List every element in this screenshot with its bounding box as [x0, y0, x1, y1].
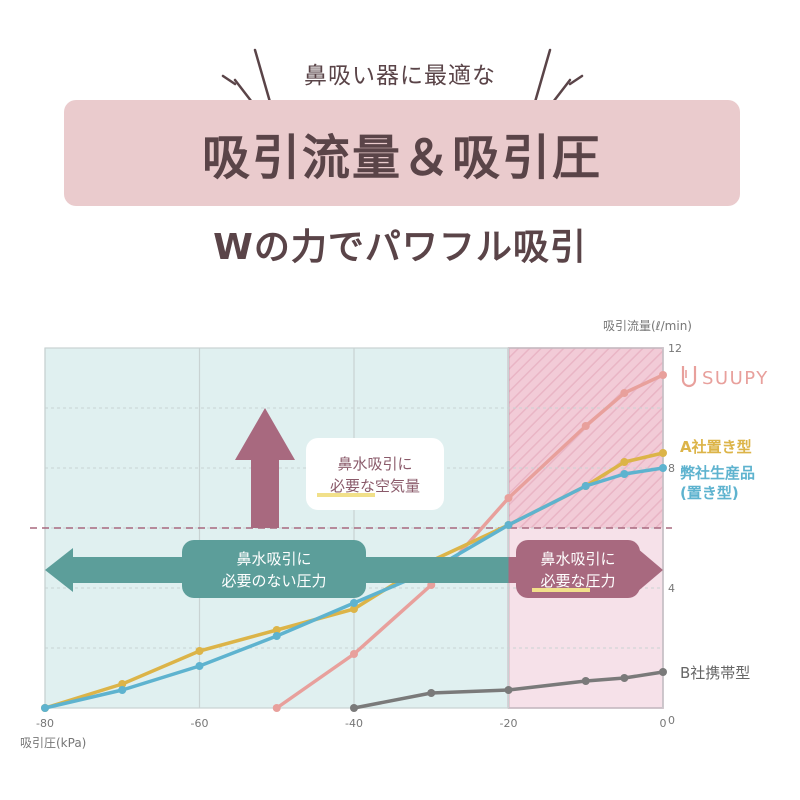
series-point-2	[272, 632, 281, 640]
series-point-2	[620, 470, 629, 478]
series-point-1	[118, 680, 127, 688]
tagline: Wの力でパワフル吸引	[213, 227, 587, 268]
series-label-own-line-0: 弊社生産品	[680, 464, 755, 482]
arrow-right-head	[637, 548, 663, 592]
x-tick-label: -60	[191, 717, 209, 730]
up-annotation-box-underline	[317, 493, 375, 497]
series-point-2	[581, 482, 590, 490]
series-label-b: B社携帯型	[680, 664, 750, 682]
flow-highlight-hatch	[508, 348, 663, 528]
series-point-2	[350, 599, 358, 607]
series-point-1	[195, 647, 204, 655]
y-axis-label: 吸引流量(ℓ/min)	[603, 319, 692, 333]
arrow-up-shaft	[251, 458, 279, 528]
series-point-3	[620, 674, 629, 682]
right-annotation-box-line-0: 鼻水吸引に	[540, 550, 615, 568]
right-annotation-box-bg	[516, 540, 640, 598]
left-annotation-box-line-0: 鼻水吸引に	[236, 550, 311, 568]
y-tick-label: 12	[668, 342, 682, 355]
series-point-0	[350, 650, 358, 658]
series-point-2	[41, 704, 49, 712]
arrow-up-head	[235, 408, 295, 460]
series-point-0	[620, 389, 629, 397]
series-point-1	[272, 626, 281, 634]
series-point-1	[659, 449, 667, 457]
series-label-own-line-1: (置き型)	[680, 484, 739, 502]
suupy-logo-icon	[681, 366, 697, 388]
series-point-3	[581, 677, 590, 685]
y-tick-label: 8	[668, 462, 675, 475]
x-tick-label: 0	[660, 717, 667, 730]
right-annotation-box-line-1: 必要な圧力	[540, 572, 615, 590]
series-point-3	[504, 686, 513, 694]
series-point-0	[504, 494, 513, 502]
x-axis-label: 吸引圧(kPa)	[20, 736, 86, 750]
x-tick-label: -80	[36, 717, 54, 730]
up-annotation-box-line-0: 鼻水吸引に	[337, 455, 412, 473]
series-line-2	[43, 466, 665, 710]
series-point-3	[659, 668, 667, 676]
series-point-1	[620, 458, 629, 466]
arrow-left-head	[45, 548, 73, 592]
suupy-logo-text: SUUPY	[702, 368, 769, 389]
page-title: 吸引流量＆吸引圧	[201, 130, 602, 186]
series-point-1	[350, 605, 358, 613]
x-tick-label: -20	[500, 717, 518, 730]
left-annotation-box-line-1: 必要のない圧力	[221, 572, 326, 590]
series-point-0	[659, 371, 667, 379]
series-point-0	[272, 704, 281, 712]
title-banner: 吸引流量＆吸引圧	[64, 100, 740, 206]
x-tick-label: -40	[345, 717, 363, 730]
series-point-2	[195, 662, 204, 670]
series-point-2	[118, 686, 127, 694]
series-point-3	[427, 689, 436, 697]
y-tick-label: 0	[668, 714, 675, 727]
series-line-3	[352, 670, 665, 710]
left-annotation-box-bg	[182, 540, 366, 598]
y-tick-label: 4	[668, 582, 675, 595]
series-point-3	[350, 704, 358, 712]
series-label-a: A社置き型	[680, 438, 752, 456]
series-point-0	[581, 422, 590, 430]
up-annotation-box-bg	[306, 438, 444, 510]
subtitle: 鼻吸い器に最適な	[304, 63, 496, 89]
suupy-logo: SUUPY	[681, 366, 769, 389]
series-point-2	[659, 464, 667, 472]
right-annotation-box-underline	[532, 588, 590, 592]
up-annotation-box-line-1: 必要な空気量	[330, 477, 420, 495]
series-point-2	[504, 521, 513, 529]
